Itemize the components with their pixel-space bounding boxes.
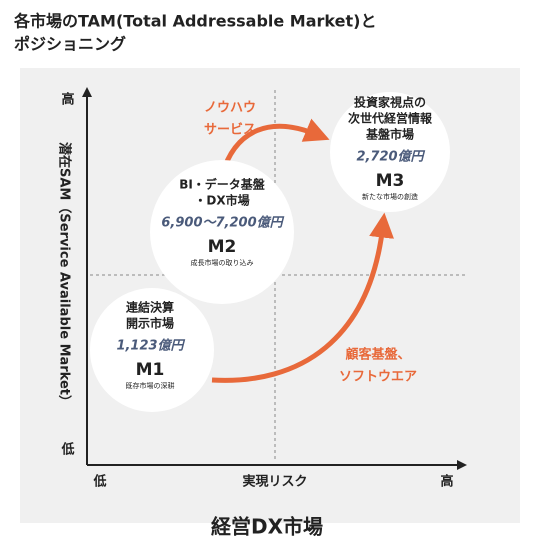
market-code: M2 bbox=[208, 237, 237, 257]
arrow-label: ノウハウ bbox=[204, 101, 256, 116]
market-circle bbox=[90, 288, 214, 412]
market-size: 2,720億円 bbox=[356, 149, 425, 165]
x-label: 実現リスク bbox=[242, 474, 307, 490]
caption: 経営DX市場 bbox=[211, 515, 323, 539]
market-name: ・DX市場 bbox=[194, 193, 249, 208]
market-name: 開示市場 bbox=[126, 316, 174, 331]
market-name: 基盤市場 bbox=[365, 127, 414, 142]
y-label: 潜在SAM（Service Available Market） bbox=[57, 142, 73, 408]
market-note: 新たな市場の創造 bbox=[362, 192, 418, 201]
market-name: 連結決算 bbox=[126, 300, 174, 315]
arrow-label: 顧客基盤、 bbox=[345, 347, 410, 363]
title: ポジショニング bbox=[14, 35, 126, 54]
market-name: BI・データ基盤 bbox=[179, 177, 266, 192]
y-high: 高 bbox=[61, 92, 74, 108]
x-high: 高 bbox=[440, 474, 453, 490]
x-low: 低 bbox=[92, 474, 106, 490]
market-note: 既存市場の深耕 bbox=[126, 381, 175, 390]
market-code: M1 bbox=[136, 360, 165, 380]
market-name: 投資家視点の bbox=[354, 95, 426, 110]
market-circle bbox=[330, 92, 450, 212]
title: 各市場のTAM(Total Addressable Market)と bbox=[13, 12, 376, 31]
arrow-label: サービス bbox=[204, 122, 256, 138]
market-circle bbox=[150, 160, 294, 304]
market-note: 成長市場の取り込み bbox=[191, 258, 254, 267]
y-low: 低 bbox=[60, 442, 74, 458]
market-size: 6,900〜7,200億円 bbox=[161, 215, 284, 231]
market-size: 1,123億円 bbox=[116, 338, 185, 354]
arrow bbox=[211, 212, 395, 383]
market-name: 次世代経営情報 bbox=[348, 111, 433, 126]
arrow-label: ソフトウエア bbox=[339, 370, 417, 385]
market-code: M3 bbox=[376, 171, 405, 191]
